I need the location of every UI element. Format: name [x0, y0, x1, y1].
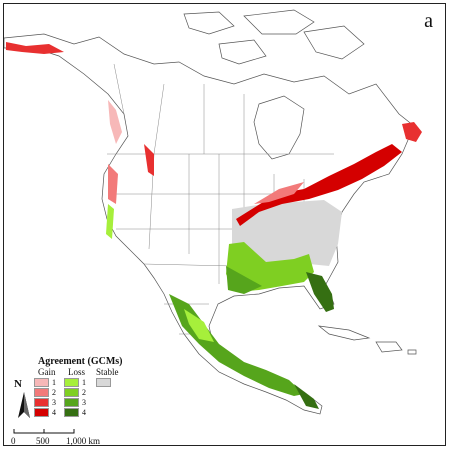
legend-loss-level-3: 3 — [82, 398, 86, 407]
puerto-rico — [407, 349, 417, 355]
loss-pacific-coast — [106, 204, 114, 239]
panel-label: a — [424, 10, 433, 32]
legend-title: Agreement (GCMs) — [38, 356, 123, 367]
gain-regions — [6, 42, 422, 226]
gain-newfoundland — [402, 122, 422, 142]
gain-northeast-band — [236, 144, 402, 226]
loss-regions — [106, 204, 334, 409]
loss-mexico-light — [184, 309, 214, 342]
cuba — [317, 325, 371, 341]
legend-gain-level-3: 3 — [52, 398, 56, 407]
gain-bc-coast — [108, 100, 122, 144]
north-arrow-icon — [18, 392, 30, 418]
arctic-island — [303, 25, 365, 60]
legend-gain-swatch-3 — [34, 398, 49, 407]
gain-alaska-coast — [6, 42, 64, 54]
legend-loss-level-1: 1 — [82, 378, 86, 387]
legend-loss-swatch-4 — [64, 408, 79, 417]
hispaniola — [375, 341, 403, 353]
scale-tick-500: 500 — [36, 436, 50, 446]
legend-gain-swatch-4 — [34, 408, 49, 417]
north-label: N — [14, 378, 22, 390]
arctic-island — [183, 11, 235, 35]
legend-loss-header: Loss — [68, 367, 86, 377]
legend-loss-level-4: 4 — [82, 408, 86, 417]
legend-gain-header: Gain — [38, 367, 56, 377]
legend-gain-swatch-1 — [34, 378, 49, 387]
legend-loss-swatch-3 — [64, 398, 79, 407]
arctic-island — [243, 9, 315, 35]
loss-gulf-coast-strong — [226, 266, 262, 294]
scale-tick-0: 0 — [11, 436, 16, 446]
scale-tick-1000: 1,000 km — [66, 436, 101, 446]
legend-stable-header: Stable — [96, 367, 119, 377]
legend-loss-swatch-1 — [64, 378, 79, 387]
map-frame: a Agreement (GCMs) Gain Loss Stable 1 2 … — [3, 3, 446, 446]
gain-pacific-northwest — [108, 164, 118, 204]
legend-gain-swatch-2 — [34, 388, 49, 397]
arctic-island — [218, 39, 267, 65]
legend-stable-swatch — [96, 378, 111, 387]
loss-central-america — [294, 384, 319, 409]
map-canvas — [4, 9, 422, 434]
loss-mexico — [169, 294, 304, 396]
legend-gain-level-1: 1 — [52, 378, 56, 387]
legend-gain-level-4: 4 — [52, 408, 56, 417]
legend-loss-level-2: 2 — [82, 388, 86, 397]
gain-rockies — [144, 144, 154, 176]
scale-bar — [13, 429, 75, 434]
gain-northeast-light — [254, 182, 304, 204]
legend-gain-level-2: 2 — [52, 388, 56, 397]
legend-loss-swatch-2 — [64, 388, 79, 397]
coastlines — [4, 9, 417, 415]
loss-florida — [306, 272, 334, 312]
